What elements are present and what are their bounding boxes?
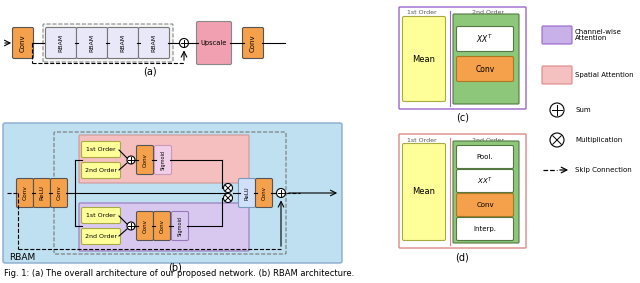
FancyBboxPatch shape xyxy=(255,179,273,207)
FancyBboxPatch shape xyxy=(51,179,67,207)
Text: Conv: Conv xyxy=(476,65,495,74)
Text: Conv: Conv xyxy=(20,34,26,52)
FancyBboxPatch shape xyxy=(136,211,154,241)
Text: RBAM: RBAM xyxy=(9,254,35,263)
FancyBboxPatch shape xyxy=(79,203,249,251)
Text: 2nd Order: 2nd Order xyxy=(472,10,504,16)
FancyBboxPatch shape xyxy=(154,145,172,175)
Text: 2nd Order: 2nd Order xyxy=(472,138,504,143)
FancyBboxPatch shape xyxy=(453,141,519,243)
Text: Mean: Mean xyxy=(413,55,435,63)
Text: RBAM: RBAM xyxy=(90,34,95,52)
Text: Sigmoid: Sigmoid xyxy=(161,150,166,170)
FancyBboxPatch shape xyxy=(136,145,154,175)
Text: Conv: Conv xyxy=(143,219,147,233)
FancyBboxPatch shape xyxy=(154,211,170,241)
Text: (d): (d) xyxy=(456,252,469,262)
Circle shape xyxy=(223,194,232,203)
Circle shape xyxy=(276,188,285,198)
FancyBboxPatch shape xyxy=(403,143,445,241)
Text: Conv: Conv xyxy=(262,186,266,200)
Text: RBAM: RBAM xyxy=(58,34,63,52)
Text: Upscale: Upscale xyxy=(201,40,227,46)
FancyBboxPatch shape xyxy=(403,16,445,102)
Text: RBAM: RBAM xyxy=(152,34,157,52)
FancyBboxPatch shape xyxy=(3,123,342,263)
FancyBboxPatch shape xyxy=(456,145,513,168)
Text: 1st Order: 1st Order xyxy=(407,138,437,143)
Text: Conv: Conv xyxy=(143,153,147,167)
FancyBboxPatch shape xyxy=(79,135,249,183)
Text: ReLU: ReLU xyxy=(40,186,45,200)
Text: Sum: Sum xyxy=(575,107,591,113)
Text: 2nd Order: 2nd Order xyxy=(85,168,117,173)
FancyBboxPatch shape xyxy=(138,27,170,59)
FancyBboxPatch shape xyxy=(77,27,108,59)
FancyBboxPatch shape xyxy=(17,179,33,207)
FancyBboxPatch shape xyxy=(13,27,33,59)
FancyBboxPatch shape xyxy=(456,218,513,241)
Text: Fig. 1: (a) The overall architecture of our proposed network. (b) RBAM architect: Fig. 1: (a) The overall architecture of … xyxy=(4,269,355,278)
Circle shape xyxy=(550,133,564,147)
Text: 1st Order: 1st Order xyxy=(407,10,437,16)
Text: (c): (c) xyxy=(456,113,469,123)
Text: Conv: Conv xyxy=(22,186,28,200)
Circle shape xyxy=(223,183,232,192)
Text: Spatial Attention: Spatial Attention xyxy=(575,72,634,78)
FancyBboxPatch shape xyxy=(81,162,120,179)
Circle shape xyxy=(179,38,189,48)
Text: Conv: Conv xyxy=(56,186,61,200)
Text: (b): (b) xyxy=(168,262,182,272)
Text: Interp.: Interp. xyxy=(474,226,497,232)
Text: RBAM: RBAM xyxy=(120,34,125,52)
FancyBboxPatch shape xyxy=(33,179,51,207)
FancyBboxPatch shape xyxy=(239,179,255,207)
FancyBboxPatch shape xyxy=(456,194,513,216)
Circle shape xyxy=(127,156,135,164)
FancyBboxPatch shape xyxy=(542,26,572,44)
FancyBboxPatch shape xyxy=(45,27,77,59)
Circle shape xyxy=(127,222,135,230)
FancyBboxPatch shape xyxy=(243,27,264,59)
Text: $XX^T$: $XX^T$ xyxy=(476,33,493,45)
FancyBboxPatch shape xyxy=(81,228,120,245)
FancyBboxPatch shape xyxy=(196,22,232,65)
Text: 1st Order: 1st Order xyxy=(86,213,116,218)
Text: Conv: Conv xyxy=(159,219,164,233)
Text: 2nd Order: 2nd Order xyxy=(85,234,117,239)
Text: Multiplication: Multiplication xyxy=(575,137,622,143)
Text: ReLU: ReLU xyxy=(244,186,250,200)
FancyBboxPatch shape xyxy=(456,27,513,52)
FancyBboxPatch shape xyxy=(453,14,519,104)
Text: Conv: Conv xyxy=(250,34,256,52)
FancyBboxPatch shape xyxy=(456,57,513,82)
Text: Conv: Conv xyxy=(476,202,494,208)
Text: Channel-wise
Attention: Channel-wise Attention xyxy=(575,29,622,42)
Text: Pool.: Pool. xyxy=(477,154,493,160)
Text: $XX^T$: $XX^T$ xyxy=(477,175,493,187)
FancyBboxPatch shape xyxy=(456,170,513,192)
Text: Skip Connection: Skip Connection xyxy=(575,167,632,173)
FancyBboxPatch shape xyxy=(172,211,189,241)
FancyBboxPatch shape xyxy=(81,207,120,224)
Text: Sigmoid: Sigmoid xyxy=(177,216,182,236)
Circle shape xyxy=(550,103,564,117)
Text: 1st Order: 1st Order xyxy=(86,147,116,152)
FancyBboxPatch shape xyxy=(43,24,173,62)
FancyBboxPatch shape xyxy=(542,66,572,84)
FancyBboxPatch shape xyxy=(108,27,138,59)
Text: (a): (a) xyxy=(143,66,157,76)
Text: Mean: Mean xyxy=(413,188,435,196)
FancyBboxPatch shape xyxy=(81,142,120,158)
